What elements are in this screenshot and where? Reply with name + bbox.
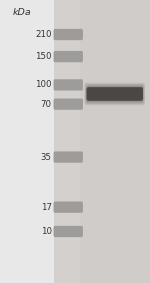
FancyBboxPatch shape bbox=[54, 201, 83, 213]
FancyBboxPatch shape bbox=[87, 87, 143, 101]
Text: 35: 35 bbox=[41, 153, 52, 162]
FancyBboxPatch shape bbox=[54, 79, 83, 91]
FancyBboxPatch shape bbox=[54, 98, 83, 110]
Bar bbox=[80, 0, 150, 283]
Text: 150: 150 bbox=[35, 52, 52, 61]
Text: 17: 17 bbox=[41, 203, 52, 212]
Text: kDa: kDa bbox=[13, 8, 32, 17]
FancyBboxPatch shape bbox=[54, 151, 83, 163]
FancyBboxPatch shape bbox=[54, 226, 83, 237]
FancyBboxPatch shape bbox=[54, 29, 83, 40]
FancyBboxPatch shape bbox=[86, 85, 144, 102]
Bar bbox=[54, 0, 150, 283]
FancyBboxPatch shape bbox=[54, 51, 83, 62]
Text: 10: 10 bbox=[41, 227, 52, 236]
Text: 70: 70 bbox=[41, 100, 52, 109]
FancyBboxPatch shape bbox=[87, 87, 143, 100]
Text: 100: 100 bbox=[35, 80, 52, 89]
FancyBboxPatch shape bbox=[85, 84, 144, 104]
Text: 210: 210 bbox=[35, 30, 52, 39]
FancyBboxPatch shape bbox=[84, 83, 145, 105]
FancyBboxPatch shape bbox=[87, 88, 142, 100]
